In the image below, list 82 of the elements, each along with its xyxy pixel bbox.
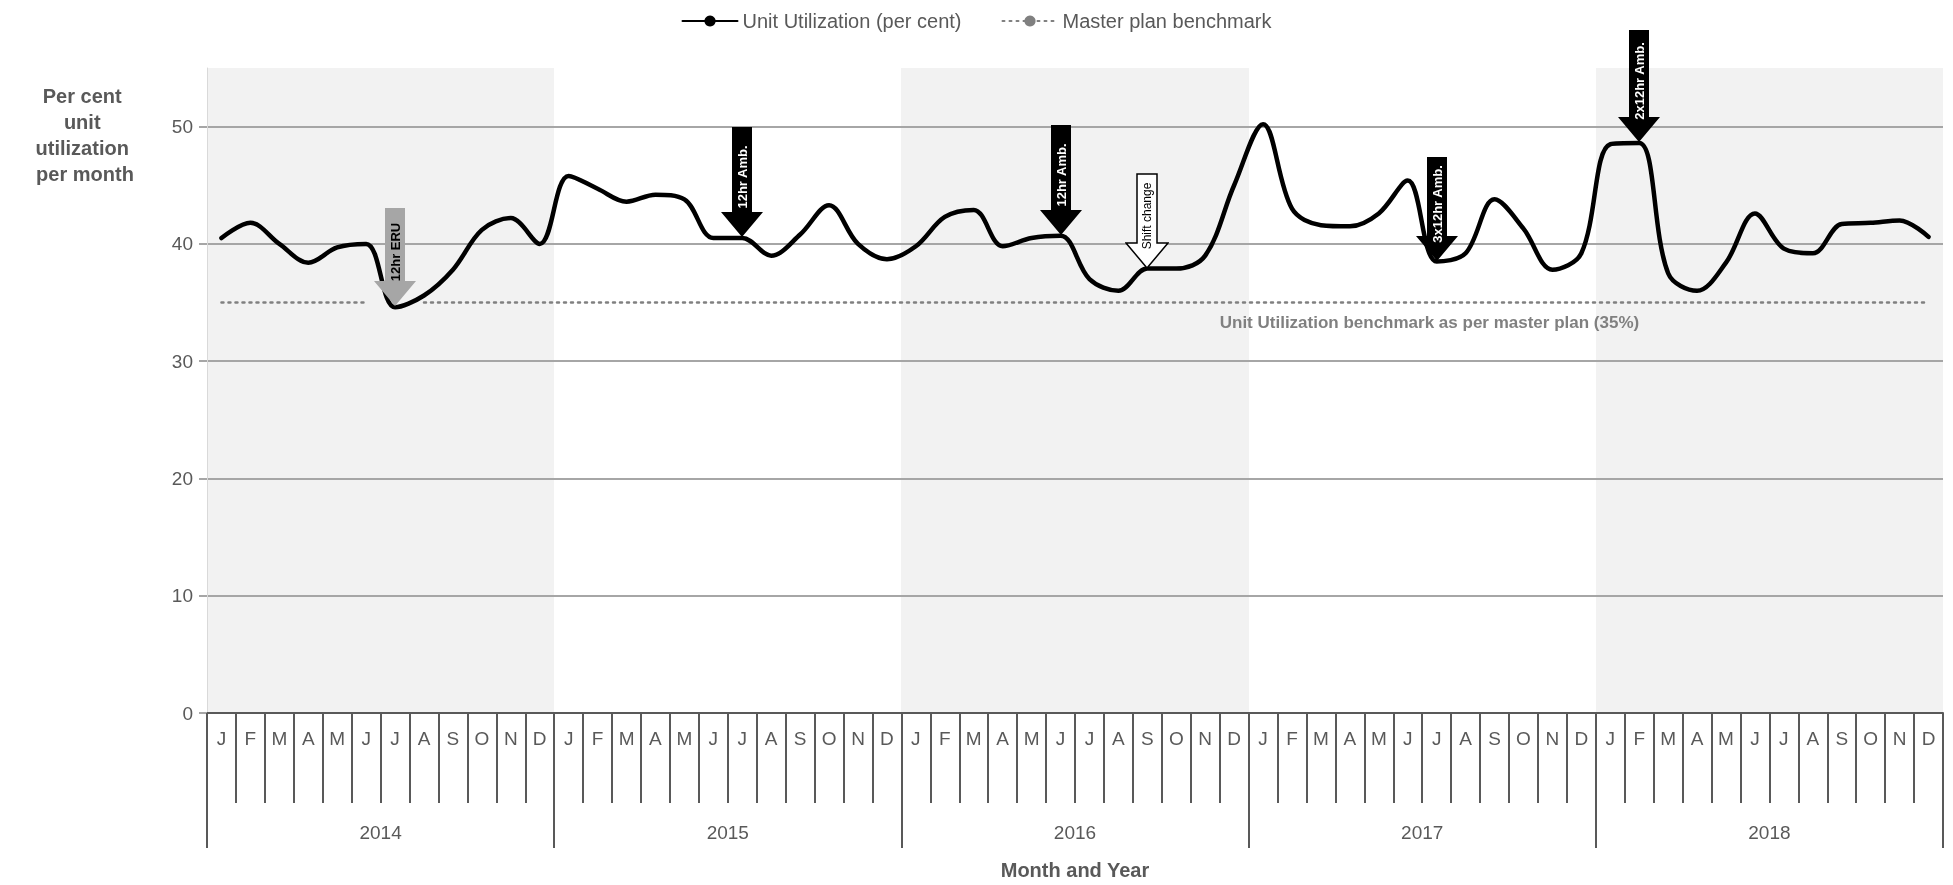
x2-tick-label: 2014: [359, 822, 403, 843]
x2-tick-label: 2016: [1053, 822, 1097, 843]
annotation: 12hr ERU: [387, 222, 403, 282]
x-tick-label: D: [1227, 728, 1241, 749]
x-tick-label: S: [1488, 728, 1501, 749]
x-tick-label: M: [618, 728, 635, 749]
y-tick-label: 10: [171, 585, 193, 607]
x-axis-title: Month and Year: [1000, 859, 1150, 881]
y-tick-label: 0: [182, 702, 193, 724]
x2-tick-label: 2015: [706, 822, 749, 843]
x2-tick-label: 2017: [1401, 822, 1444, 843]
x-tick-label: D: [532, 728, 547, 749]
legend-label: Master plan benchmark: [1062, 10, 1273, 32]
x-tick-label: J: [1431, 728, 1442, 749]
x-tick-label: J: [1055, 728, 1066, 749]
x-tick-label: O: [821, 728, 837, 749]
x-tick-label: F: [244, 728, 257, 749]
x-tick-label: A: [649, 728, 663, 749]
annotation: Shift change: [1140, 182, 1155, 249]
x-tick-label: N: [851, 728, 865, 749]
annotation: 3x12hr Amb.: [1429, 164, 1445, 243]
x-tick-label: N: [1892, 728, 1907, 749]
y-axis-title: Per cent unit utilization per month: [35, 85, 135, 185]
x-tick-label: F: [939, 728, 951, 749]
x-tick-label: N: [503, 728, 518, 749]
x-tick-label: A: [764, 728, 778, 749]
x-tick-label: D: [1574, 728, 1589, 749]
x-tick-label: F: [591, 728, 604, 749]
x-tick-label: O: [1168, 728, 1184, 749]
x-tick-label: A: [1459, 728, 1473, 749]
x-tick-label: M: [1023, 728, 1040, 749]
x-tick-label: A: [996, 728, 1010, 749]
x-tick-label: A: [1806, 728, 1820, 749]
x-tick-label: J: [1750, 728, 1760, 749]
x-tick-label: A: [1112, 728, 1126, 749]
x-tick-label: M: [1718, 728, 1734, 749]
y-tick-label: 30: [171, 350, 193, 372]
x-tick-label: F: [1286, 728, 1298, 749]
x-tick-label: J: [1605, 728, 1616, 749]
x-tick-label: A: [1690, 728, 1704, 749]
x-tick-label: A: [1343, 728, 1357, 749]
legend-label: Unit Utilization (per cent): [742, 10, 962, 32]
x-tick-label: O: [1863, 728, 1879, 749]
annotation: 12hr Amb.: [1053, 143, 1069, 207]
x-tick-label: J: [563, 728, 574, 749]
x-tick-label: J: [1258, 728, 1268, 749]
x-tick-label: O: [474, 728, 490, 749]
x-tick-label: M: [329, 728, 346, 749]
x-tick-label: J: [1779, 728, 1789, 749]
x-tick-label: J: [708, 728, 719, 749]
x-tick-label: A: [417, 728, 431, 749]
y-tick-label: 40: [171, 233, 193, 255]
y-tick-label: 20: [171, 467, 193, 489]
annotation: Unit Utilization benchmark as per master plan (35%): [1219, 312, 1640, 333]
x-tick-label: S: [793, 728, 807, 749]
x2-tick-label: 2018: [1748, 822, 1791, 843]
x-tick-label: J: [1084, 728, 1095, 749]
x-tick-label: M: [1313, 728, 1329, 749]
x-tick-label: M: [1660, 728, 1677, 749]
x-tick-label: S: [1140, 728, 1154, 749]
x-tick-label: M: [676, 728, 693, 749]
x-tick-label: F: [1633, 728, 1645, 749]
x-tick-label: J: [911, 728, 921, 749]
x-tick-label: J: [216, 728, 227, 749]
x-tick-label: J: [1402, 728, 1413, 749]
x-tick-label: J: [737, 728, 748, 749]
x-tick-label: M: [1370, 728, 1387, 749]
x-tick-label: D: [880, 728, 894, 749]
x-tick-label: M: [965, 728, 982, 749]
x-tick-label: N: [1545, 728, 1560, 749]
x-tick-label: S: [1835, 728, 1849, 749]
x-tick-label: M: [271, 728, 288, 749]
x-tick-label: O: [1516, 728, 1531, 749]
annotation: 12hr Amb.: [734, 145, 750, 209]
x-tick-label: D: [1921, 728, 1936, 749]
x-tick-label: N: [1198, 728, 1213, 749]
x-tick-label: J: [361, 728, 371, 749]
x-tick-label: S: [446, 728, 460, 749]
y-tick-label: 50: [171, 116, 193, 138]
annotation: 2x12hr Amb.: [1631, 42, 1647, 120]
x-tick-label: J: [390, 728, 400, 749]
x-tick-label: A: [301, 728, 315, 749]
